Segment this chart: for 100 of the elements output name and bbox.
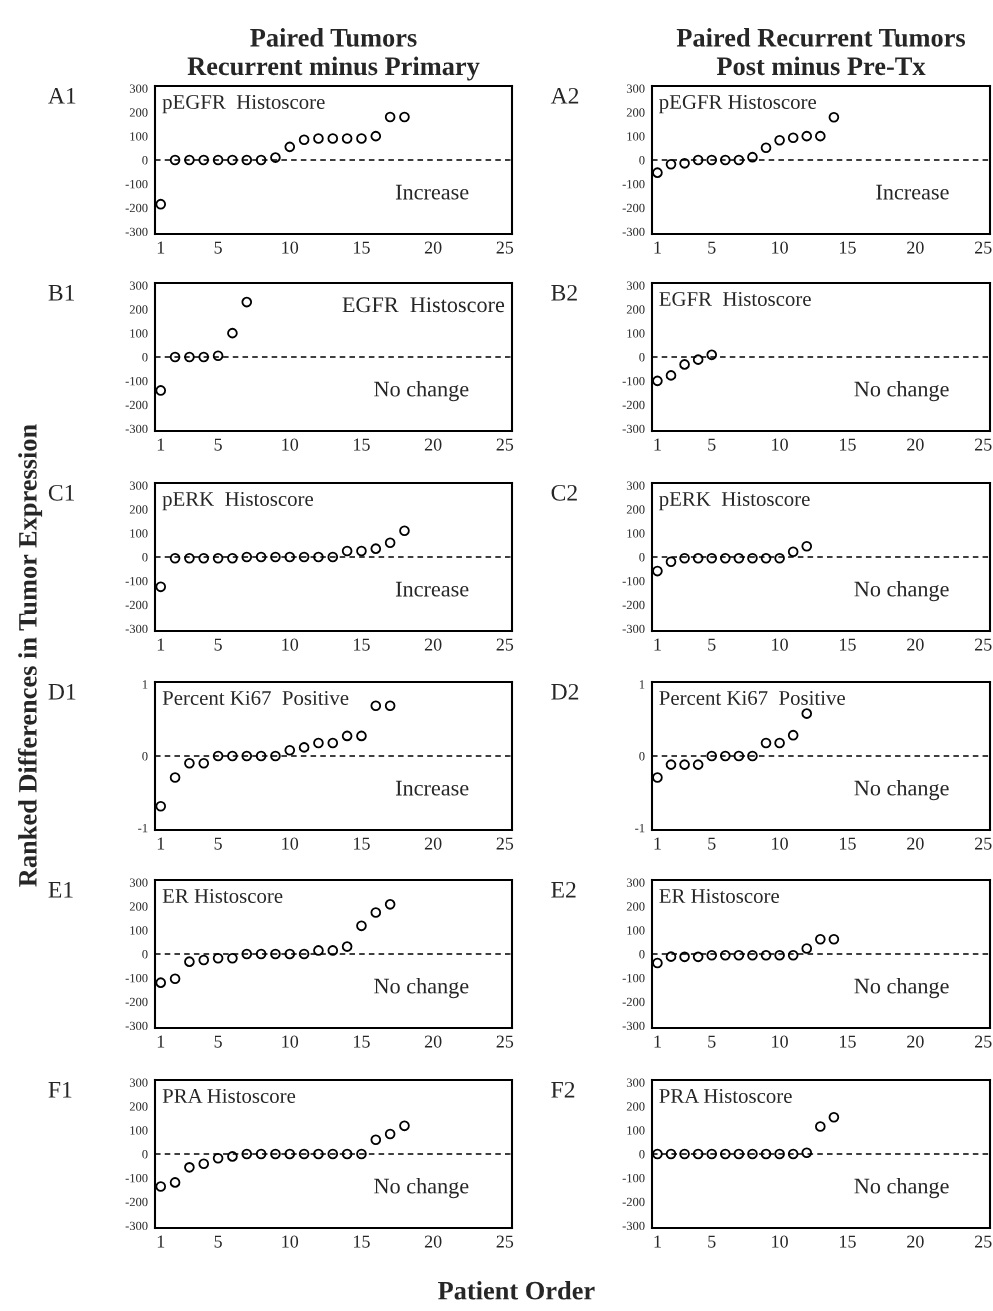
y-tick-label: -100: [622, 1173, 645, 1183]
y-tick-label: -300: [622, 1021, 645, 1031]
y-tick-label: -300: [125, 227, 148, 237]
annotation: No change: [374, 977, 469, 999]
y-tick-label: -200: [622, 400, 645, 410]
y-tick-label: -300: [622, 624, 645, 634]
y-tick-label: 300: [129, 878, 148, 887]
y-tick-label: 100: [627, 529, 645, 538]
text: D1: [48, 683, 76, 700]
y-tick-label: 300: [626, 281, 645, 290]
x-tick-label: 25: [496, 241, 514, 254]
x-tick-label: 15: [354, 438, 370, 451]
y-tick-label: 200: [626, 305, 645, 314]
annotation: No change: [854, 779, 949, 801]
y-tick-label: -300: [125, 624, 148, 634]
x-tick-label: 5: [708, 837, 716, 850]
x-tick-label: 25: [974, 241, 992, 254]
x-tick-label: 10: [772, 1235, 788, 1248]
annotation: ER Histoscore: [162, 888, 283, 903]
x-tick-label: 25: [974, 837, 992, 850]
y-tick-label: 100: [130, 1126, 148, 1135]
x-tick-label: 1: [157, 438, 165, 451]
y-tick-label: 300: [626, 878, 645, 887]
annotation: Increase: [395, 780, 469, 796]
y-axis-title: Ranked Differences in Tumor Expression: [17, 424, 43, 887]
x-tick-label: 25: [496, 1035, 514, 1048]
annotation: No change: [854, 580, 949, 602]
text: C1: [48, 484, 75, 501]
x-tick-label: 15: [354, 638, 370, 651]
text: B1: [48, 284, 75, 301]
y-tick-label: 100: [627, 926, 645, 935]
y-tick-label: -200: [622, 203, 645, 213]
y-tick-label: 300: [129, 281, 148, 290]
x-tick-label: 15: [354, 1235, 370, 1248]
y-tick-label: 0: [142, 950, 148, 959]
y-tick-label: 200: [129, 902, 148, 911]
x-tick-label: 20: [907, 1235, 924, 1248]
annotation: PRA Histoscore: [659, 1088, 792, 1103]
x-tick-label: 5: [708, 1235, 716, 1248]
y-tick-label: 0: [639, 553, 645, 562]
y-tick-label: 200: [129, 1102, 148, 1111]
y-tick-label: -100: [125, 179, 148, 189]
annotation: EGFR Histoscore: [659, 291, 811, 306]
x-tick-label: 1: [654, 438, 661, 451]
annotation: PRA Histoscore: [162, 1088, 296, 1103]
x-tick-label: 10: [282, 1035, 299, 1048]
x-tick-label: 25: [496, 1235, 514, 1248]
x-tick-label: 15: [840, 1235, 856, 1248]
y-tick-label: -100: [125, 973, 148, 983]
annotation: Percent Ki67 Positive: [162, 690, 349, 705]
annotation: Increase: [395, 581, 469, 597]
x-tick-label: 20: [424, 241, 442, 254]
x-tick-label: 1: [157, 1235, 165, 1248]
y-tick-label: 100: [130, 329, 148, 338]
chart-title: Paired Recurrent Tumors Post minus Pre-Tx: [676, 28, 966, 76]
y-tick-label: 0: [142, 1150, 148, 1159]
x-tick-label: 15: [354, 241, 370, 254]
y-tick-label: 200: [129, 305, 148, 314]
x-tick-label: 20: [907, 241, 924, 254]
y-tick-label: 200: [129, 505, 148, 514]
annotation: No change: [854, 977, 949, 999]
y-tick-label: -200: [125, 1197, 148, 1207]
y-tick-label: 0: [639, 353, 645, 362]
x-tick-label: 5: [214, 837, 222, 850]
x-tick-label: 1: [654, 1235, 661, 1248]
y-tick-label: 100: [130, 132, 148, 141]
y-tick-label: -1: [138, 823, 148, 833]
x-tick-label: 20: [424, 837, 442, 850]
y-tick-label: -200: [125, 400, 148, 410]
x-tick-label: 20: [907, 1035, 924, 1048]
x-tick-label: 20: [907, 837, 924, 850]
y-tick-label: 100: [130, 926, 148, 935]
x-tick-label: 10: [772, 241, 788, 254]
text: A1: [48, 87, 76, 104]
annotation: Percent Ki67 Positive: [659, 690, 845, 705]
y-tick-label: 300: [129, 1078, 148, 1087]
x-tick-label: 1: [654, 1035, 661, 1048]
y-tick-label: -200: [622, 600, 645, 610]
annotation: No change: [374, 380, 469, 402]
x-tick-label: 25: [974, 1035, 992, 1048]
y-tick-label: 200: [626, 505, 645, 514]
text: A2: [550, 87, 579, 104]
x-tick-label: 1: [654, 837, 661, 850]
x-tick-label: 25: [496, 638, 514, 651]
y-tick-label: 100: [627, 132, 645, 141]
text: B2: [551, 284, 577, 301]
x-tick-label: 5: [214, 241, 222, 254]
text: E1: [48, 881, 73, 898]
y-tick-label: -100: [622, 973, 645, 983]
x-tick-label: 10: [772, 438, 788, 451]
y-tick-label: -300: [125, 1021, 148, 1031]
x-tick-label: 15: [354, 1035, 370, 1048]
x-tick-label: 15: [840, 638, 856, 651]
annotation: No change: [374, 1177, 469, 1199]
y-tick-label: 0: [639, 950, 645, 959]
y-tick-label: -300: [125, 424, 148, 434]
y-tick-label: 1: [639, 680, 645, 689]
y-tick-label: -200: [125, 997, 148, 1007]
y-tick-label: 300: [626, 84, 645, 93]
x-axis-title: Patient Order: [438, 1281, 595, 1300]
